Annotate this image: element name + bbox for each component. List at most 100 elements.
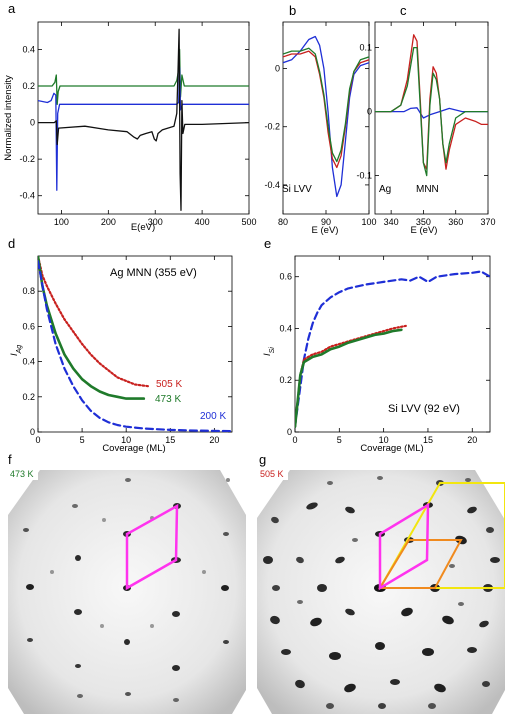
leed-pattern-f: 473 K [8,467,246,714]
leed-spot [467,506,477,514]
leed-spot [202,570,206,574]
chart-a-frame [37,21,250,215]
chart-d-xlabel: Coverage (ML) [102,443,165,454]
panel-letter-f: f [8,452,12,467]
leed-spot [344,683,356,693]
chart-a-xtick-label: 100 [54,217,69,227]
leed-spot [124,639,130,645]
panel-letter-c: c [400,3,407,18]
leed-spot [50,570,54,574]
leed-spot [352,538,358,542]
leed-spot [479,620,489,628]
leed-spot [434,683,446,693]
panel-letter-g: g [259,452,266,467]
chart-e-xlabel: Coverage (ML) [360,443,423,454]
leed-spot [345,608,355,616]
leed-spot [335,556,345,564]
leed-f-temperature: 473 K [10,469,34,479]
leed-spot [465,478,471,482]
chart-e-xtick-label: 10 [379,435,389,445]
leed-spot [271,516,279,524]
leed-spot [375,642,385,650]
chart-a-xtick-label: 400 [195,217,210,227]
chart-c-ytick-label: -0.1 [356,171,372,181]
panel-letter-a: a [8,1,16,16]
leed-spot [150,624,154,628]
chart-d-ytick-label: 0.4 [22,357,35,367]
leed-spot [326,703,334,709]
leed-spot [100,624,104,628]
leed-f-unit-cell [125,503,179,591]
leed-spot [77,694,83,698]
leed-g-tag-box [258,467,288,480]
chart-e-ytick-label: 0.6 [279,272,292,282]
chart-e-xtick-label: 20 [467,435,477,445]
chart-d-xtick-label: 5 [80,435,85,445]
panel-letter-b: b [289,3,296,18]
chart-e-ytick-label: 0 [287,427,292,437]
chart-d-xtick-label: 10 [121,435,131,445]
leed-spot [345,506,355,514]
chart-b-xlabel: E (eV) [312,225,339,236]
chart-e-series-green [295,328,403,429]
chart-a-ytick-label: 0.2 [22,81,35,91]
leed-spot [467,647,477,653]
chart-c-xtick-label: 360 [448,217,463,227]
chart-b-ytick-label: 0 [275,64,280,74]
chart-d-ytick-label: 0 [30,427,35,437]
leed-spot [226,478,230,482]
leed-spot [125,478,131,482]
leed-spot [173,698,179,702]
leed-spot [390,679,400,685]
chart-b-ytick-label: -0.2 [264,122,280,132]
leed-spot [490,557,500,563]
leed-spot [327,481,333,485]
leed-spot [297,600,303,604]
leed-spot [75,555,81,561]
leed-spot [306,502,318,510]
chart-a-series-green [38,48,249,105]
leed-spot [281,649,291,655]
leed-g-temperature: 505 K [260,469,284,479]
legend-label-505k: 505 K [156,379,182,390]
leed-spot [377,476,383,480]
leed-spot [458,602,464,606]
leed-f-tag-box [8,467,38,480]
chart-e-series-blue [295,270,490,428]
chart-a-ytick-label: 0 [30,118,35,128]
chart-c-ytick-label: 0 [367,107,372,117]
chart-a-xtick-label: 300 [148,217,163,227]
chart-d-xtick-label: 15 [165,435,175,445]
chart-c-series-red [375,34,488,170]
chart-e-ytick-label: 0.4 [279,323,292,333]
chart-b-xtick-label: 100 [361,217,376,227]
leed-g-orange-cell [378,539,463,589]
chart-d-series-green [38,256,146,400]
chart-c-annotation-left: Ag [379,184,391,195]
chart-d-annotation: Ag MNN (355 eV) [110,267,197,279]
chart-b-annotation: Si LVV [282,184,312,195]
chart-e-ylabel: ISi [262,347,276,356]
chart-a-series-black [38,28,249,211]
chart-c-xtick-label: 350 [416,217,431,227]
leed-f-screen [8,470,246,714]
leed-spot [125,692,131,696]
chart-panel-e: 0 5 10 15 20 0 0.2 0.4 0.6 [279,255,491,445]
chart-b-xtick-label: 80 [278,217,288,227]
chart-e-annotation: Si LVV (92 eV) [388,403,460,415]
chart-a-xtick-label: 200 [101,217,116,227]
chart-b-ytick-label: -0.4 [264,180,280,190]
leed-spot [486,527,494,533]
chart-d-frame [37,255,233,433]
leed-spot [329,652,341,660]
legend-label-200k: 200 K [200,411,226,422]
chart-b-series-green [283,47,369,163]
leed-spot [223,640,229,644]
chart-d-xtick-label: 0 [35,435,40,445]
leed-spot [74,609,82,615]
chart-e-xtick-label: 0 [292,435,297,445]
chart-c-xtick-label: 340 [384,217,399,227]
leed-spot [378,703,386,709]
leed-spot [221,585,229,591]
